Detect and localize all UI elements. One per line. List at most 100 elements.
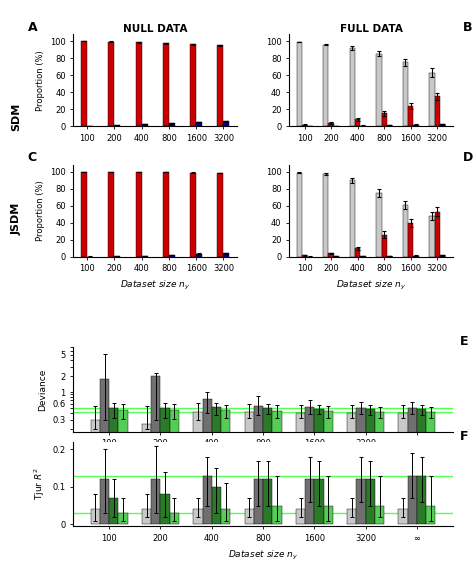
Bar <box>136 172 142 257</box>
Bar <box>161 408 170 572</box>
Bar <box>435 97 440 126</box>
Bar <box>435 212 440 257</box>
Title: NULL DATA: NULL DATA <box>123 23 187 34</box>
Bar <box>142 256 147 257</box>
Bar <box>223 121 229 126</box>
Bar <box>297 42 302 126</box>
Bar <box>399 509 408 525</box>
Bar <box>426 411 436 572</box>
Bar <box>118 513 128 525</box>
Bar <box>218 173 223 257</box>
Bar <box>193 412 202 572</box>
Bar <box>426 506 436 525</box>
Text: JSDM: JSDM <box>11 202 22 235</box>
Bar <box>429 73 435 126</box>
Bar <box>408 475 417 525</box>
Y-axis label: Deviance: Deviance <box>38 368 47 411</box>
Bar <box>163 172 169 257</box>
Bar <box>196 122 202 126</box>
Bar <box>297 173 302 257</box>
Bar <box>142 509 151 525</box>
Bar <box>254 479 263 525</box>
Bar <box>263 479 272 525</box>
Bar <box>350 180 355 257</box>
Bar <box>360 256 365 257</box>
Bar <box>302 125 307 126</box>
Bar <box>296 413 305 572</box>
Bar <box>382 235 387 257</box>
Bar <box>108 42 114 126</box>
Bar <box>218 45 223 126</box>
X-axis label: Dataset size $n_y$: Dataset size $n_y$ <box>120 279 190 292</box>
Text: E: E <box>460 335 469 348</box>
Bar <box>163 43 169 126</box>
Bar <box>272 411 282 572</box>
Title: FULL DATA: FULL DATA <box>339 23 402 34</box>
Bar <box>81 41 87 126</box>
Y-axis label: Proportion (%): Proportion (%) <box>36 50 45 110</box>
Bar <box>263 408 272 572</box>
Bar <box>347 509 356 525</box>
Bar <box>328 253 334 257</box>
Bar <box>190 173 196 257</box>
X-axis label: Dataset size $n_y$: Dataset size $n_y$ <box>228 549 298 562</box>
Bar <box>376 193 382 257</box>
Text: B: B <box>463 21 472 34</box>
Bar <box>108 172 114 257</box>
Bar <box>408 408 417 572</box>
Text: SDM: SDM <box>11 103 22 132</box>
Bar <box>223 253 229 257</box>
Bar <box>399 413 408 572</box>
Bar <box>202 475 212 525</box>
Bar <box>375 411 384 572</box>
Bar <box>151 376 161 572</box>
Bar <box>356 479 365 525</box>
Bar <box>136 42 142 126</box>
Bar <box>100 479 109 525</box>
Bar <box>221 509 230 525</box>
Bar <box>272 506 282 525</box>
Bar <box>142 424 151 572</box>
Bar <box>355 120 360 126</box>
Bar <box>193 509 202 525</box>
Bar <box>302 255 307 257</box>
Text: F: F <box>460 430 469 443</box>
Bar <box>212 407 221 572</box>
Bar <box>324 411 333 572</box>
X-axis label: Dataset size $n_y$: Dataset size $n_y$ <box>336 279 406 292</box>
Bar <box>328 123 334 126</box>
Bar <box>440 124 445 126</box>
Bar <box>387 256 392 257</box>
Bar <box>169 255 175 257</box>
Bar <box>323 45 328 126</box>
Bar <box>324 506 333 525</box>
Bar <box>305 479 314 525</box>
Bar <box>314 479 324 525</box>
Bar <box>212 487 221 525</box>
Bar <box>408 223 413 257</box>
Bar <box>305 407 314 572</box>
Bar <box>245 412 254 572</box>
Bar <box>169 124 175 126</box>
Bar <box>254 406 263 572</box>
Bar <box>151 479 161 525</box>
Bar <box>161 494 170 525</box>
Bar <box>109 498 118 525</box>
Bar <box>365 479 375 525</box>
Bar <box>323 174 328 257</box>
Bar <box>100 379 109 572</box>
Bar <box>376 54 382 126</box>
Bar <box>196 254 202 257</box>
Bar <box>429 216 435 257</box>
Bar <box>245 509 254 525</box>
Y-axis label: Proportion (%): Proportion (%) <box>36 181 45 241</box>
Bar <box>387 125 392 126</box>
Bar <box>109 408 118 572</box>
Bar <box>170 513 179 525</box>
Bar <box>356 408 365 572</box>
Bar <box>221 410 230 572</box>
Bar <box>365 410 375 572</box>
Bar <box>413 125 419 126</box>
Bar <box>382 113 387 126</box>
Bar <box>202 399 212 572</box>
